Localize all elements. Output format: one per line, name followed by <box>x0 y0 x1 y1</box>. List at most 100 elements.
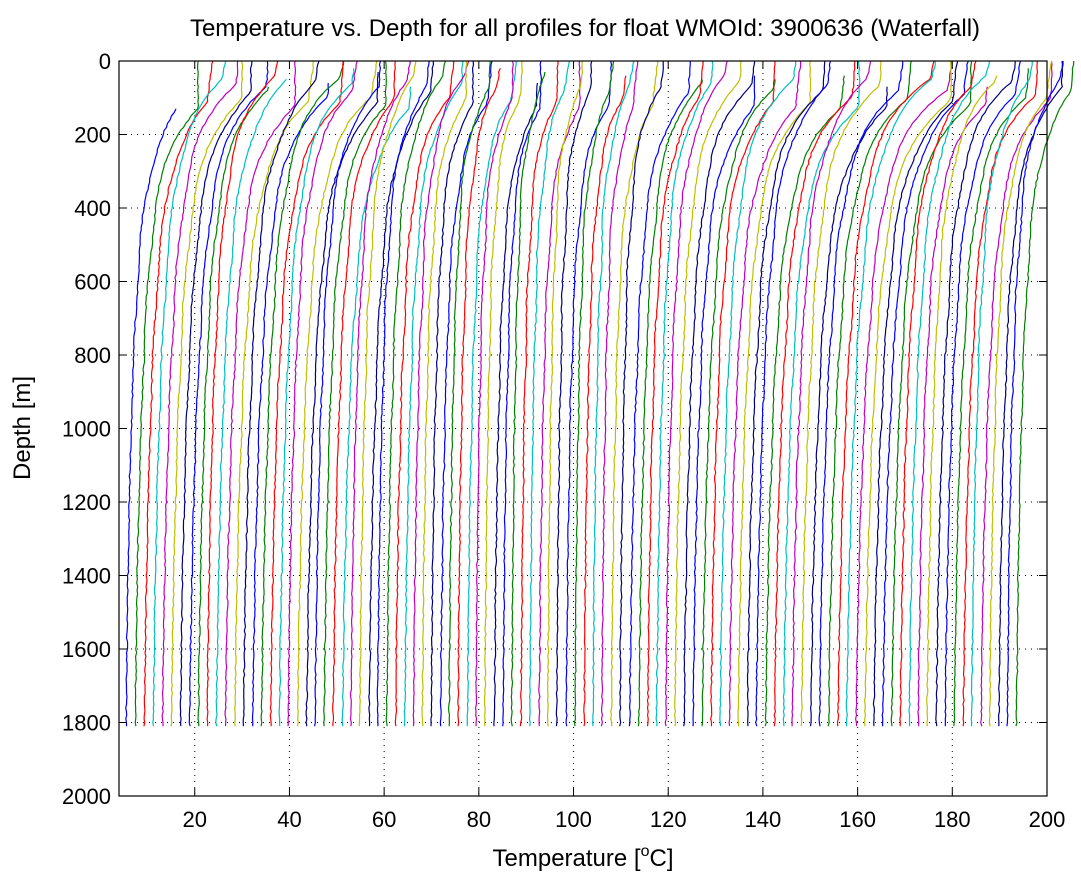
profile-line <box>854 60 953 727</box>
profile-line <box>528 60 571 727</box>
profile-line <box>188 60 269 727</box>
profile-line <box>457 68 501 727</box>
profile-line <box>412 60 470 727</box>
profile-line <box>287 60 358 727</box>
x-axis-label-prefix: Temperature [ <box>493 845 641 872</box>
x-tick-label: 100 <box>555 807 592 832</box>
profile-line <box>719 60 797 727</box>
profile-line <box>935 60 1016 727</box>
profile-line <box>818 61 904 727</box>
x-axis-label-suffix: C] <box>649 845 673 872</box>
profile-line <box>483 60 523 727</box>
y-tick-label: 400 <box>74 196 111 221</box>
profile-line <box>538 60 581 727</box>
profile-line <box>944 60 1021 727</box>
y-tick-label: 2000 <box>62 784 111 809</box>
x-tick-label: 20 <box>183 807 207 832</box>
y-tick-labels: 0 200 400 600 800 1000 1200 1400 1600 1800 2000 <box>62 49 111 809</box>
profile-line <box>881 60 969 727</box>
profile-line <box>791 60 872 727</box>
profile-line <box>565 60 613 727</box>
profile-line <box>242 60 320 727</box>
y-tick-label: 1400 <box>62 564 111 589</box>
profile-line <box>610 60 659 727</box>
y-tick-label: 0 <box>99 49 111 74</box>
profile-line <box>197 86 269 727</box>
profile-line <box>278 68 355 727</box>
profile-line <box>583 75 627 727</box>
profile-line <box>782 60 861 727</box>
profile-line <box>447 60 491 727</box>
profile-line <box>737 60 812 727</box>
profile-line <box>997 61 1064 727</box>
profile-line <box>764 75 845 727</box>
profile-line <box>1006 60 1064 727</box>
profile-line <box>962 60 1039 727</box>
profile-line <box>376 60 430 727</box>
x-tick-label: 140 <box>745 807 782 832</box>
profile-line <box>555 60 593 727</box>
profile-line <box>134 60 200 727</box>
profile-line <box>970 61 1033 727</box>
profile-line <box>466 60 517 727</box>
profile-line <box>827 60 912 727</box>
x-tick-label: 40 <box>277 807 301 832</box>
profile-line <box>980 60 1053 727</box>
profile-line <box>600 60 639 727</box>
profile-line <box>908 60 991 727</box>
profile-line <box>917 86 988 727</box>
profile-line <box>673 60 742 727</box>
profile-line <box>890 60 973 727</box>
x-tick-label: 200 <box>1029 807 1066 832</box>
profile-line <box>519 60 559 727</box>
profile-line <box>385 60 446 727</box>
axis-ticks <box>119 60 1048 797</box>
profile-line <box>269 60 344 727</box>
profile-line <box>845 60 936 727</box>
profile-line <box>592 60 635 727</box>
y-tick-label: 1000 <box>62 417 111 442</box>
profile-line <box>152 60 227 727</box>
x-tick-label: 160 <box>839 807 876 832</box>
profile-line <box>323 60 387 727</box>
y-axis-label: Depth [m] <box>9 376 36 480</box>
profile-line <box>637 79 703 727</box>
profile-line <box>305 71 379 727</box>
profile-line <box>546 60 584 727</box>
profile-line <box>314 60 382 727</box>
profile-line <box>260 60 345 727</box>
profile-line <box>439 60 493 727</box>
profile-line <box>863 60 953 727</box>
x-tick-label: 180 <box>934 807 971 832</box>
profile-line <box>701 79 776 727</box>
profile-line <box>664 60 728 727</box>
profile-line <box>1015 60 1075 727</box>
y-tick-label: 600 <box>74 270 111 295</box>
profile-line <box>773 60 856 727</box>
profile-line <box>953 68 1029 727</box>
profile-line <box>421 60 468 727</box>
profile-line <box>502 60 543 727</box>
profile-line <box>655 60 714 727</box>
profile-line <box>809 86 888 727</box>
profile-line <box>296 60 378 727</box>
profile-line <box>349 60 411 727</box>
profile-line <box>251 82 330 727</box>
profile-line <box>628 60 691 727</box>
chart-title: Temperature vs. Depth for all profiles f… <box>190 15 980 42</box>
profile-line <box>215 78 287 727</box>
profile-line <box>800 60 882 727</box>
profile-line <box>899 60 977 727</box>
x-tick-label: 120 <box>650 807 687 832</box>
profile-line <box>332 60 396 727</box>
x-axis-label: Temperature [oC] <box>493 843 674 872</box>
profile-line <box>206 60 279 727</box>
profile-line <box>692 75 756 727</box>
profile-line <box>224 60 297 727</box>
profile-line <box>573 60 615 727</box>
profile-line <box>926 75 998 727</box>
y-tick-label: 1200 <box>62 490 111 515</box>
profile-line <box>474 60 514 727</box>
